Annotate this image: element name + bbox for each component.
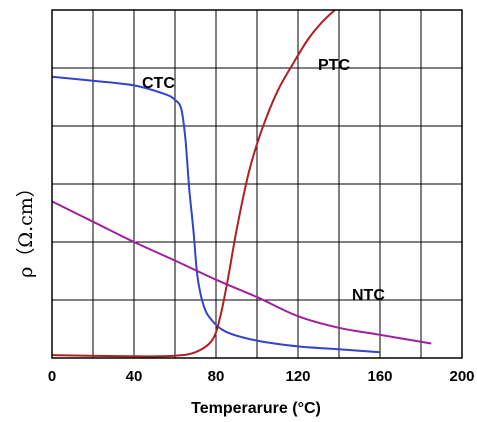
series-lines xyxy=(51,9,432,358)
x-tick-label: 40 xyxy=(126,368,143,385)
x-axis-label: Temperarure (°C) xyxy=(191,400,321,417)
grid xyxy=(52,10,462,358)
ptc-label: PTC xyxy=(318,57,350,74)
series-line-ctc xyxy=(51,75,381,354)
ntc-label: NTC xyxy=(352,287,385,304)
x-tick-label: 120 xyxy=(285,368,310,385)
x-tick-label: 80 xyxy=(208,368,225,385)
ctc-label: CTC xyxy=(142,75,175,92)
x-tick-labels: 0 40 80 120 160 200 xyxy=(48,368,475,385)
x-tick-label: 200 xyxy=(449,368,474,385)
x-tick-label: 0 xyxy=(48,368,56,385)
plot-frame xyxy=(51,9,463,359)
series-line-ntc xyxy=(51,200,432,345)
y-axis-label: ρ（Ω.cm） xyxy=(15,178,37,278)
series-line-ptc xyxy=(51,9,336,358)
x-tick-label: 160 xyxy=(367,368,392,385)
